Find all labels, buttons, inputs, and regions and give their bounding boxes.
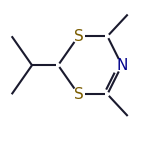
Text: S: S	[74, 87, 83, 102]
Text: N: N	[116, 58, 128, 73]
Text: S: S	[74, 29, 83, 44]
